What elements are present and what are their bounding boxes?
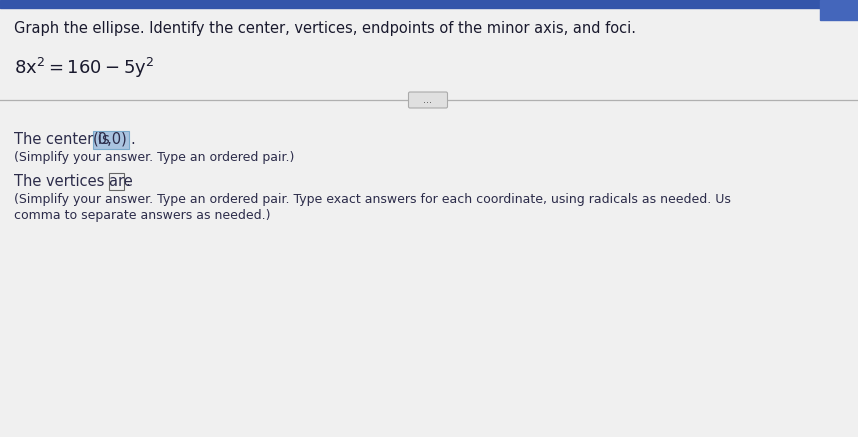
Text: $\mathregular{8x}^{\mathregular{2}}\mathregular{ = 160 - 5y}^{\mathregular{2}}$: $\mathregular{8x}^{\mathregular{2}}\math… (14, 56, 154, 80)
Text: .: . (130, 132, 135, 148)
Bar (0, 0, 858, 8)
Text: ...: ... (424, 95, 432, 105)
Text: Graph the ellipse. Identify the center, vertices, endpoints of the minor axis, a: Graph the ellipse. Identify the center, … (14, 21, 636, 35)
Text: The center is: The center is (14, 132, 114, 148)
FancyBboxPatch shape (93, 131, 129, 149)
Text: (0,0): (0,0) (94, 132, 128, 147)
Text: The vertices are: The vertices are (14, 174, 137, 190)
FancyBboxPatch shape (408, 92, 448, 108)
Bar (820, 0, 858, 20)
FancyBboxPatch shape (108, 173, 124, 190)
Text: (Simplify your answer. Type an ordered pair. Type exact answers for each coordin: (Simplify your answer. Type an ordered p… (14, 194, 731, 207)
Text: .: . (125, 174, 130, 190)
Text: comma to separate answers as needed.): comma to separate answers as needed.) (14, 208, 270, 222)
Text: (Simplify your answer. Type an ordered pair.): (Simplify your answer. Type an ordered p… (14, 150, 294, 163)
